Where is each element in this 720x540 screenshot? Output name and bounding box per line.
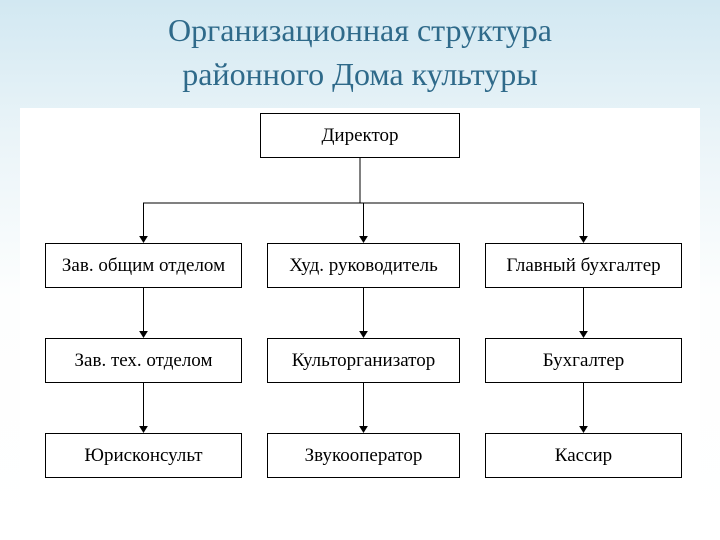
org-node-director: Директор [260,113,460,158]
org-chart: Директор Зав. общим отделом Худ. руководит… [20,108,700,528]
org-node-sound: Звукооператор [267,433,460,478]
slide-title: Организационная структура районного Дома… [0,0,720,100]
org-node-gen_head: Зав. общим отделом [45,243,242,288]
org-node-lawyer: Юрисконсульт [45,433,242,478]
title-line-2: районного Дома культуры [182,56,537,92]
org-node-art_head: Худ. руководитель [267,243,460,288]
org-node-cult_org: Культорганизатор [267,338,460,383]
org-node-tech_head: Зав. тех. отделом [45,338,242,383]
org-node-chief_acc: Главный бухгалтер [485,243,682,288]
org-node-accountant: Бухгалтер [485,338,682,383]
title-line-1: Организационная структура [168,12,552,48]
org-node-cashier: Кассир [485,433,682,478]
